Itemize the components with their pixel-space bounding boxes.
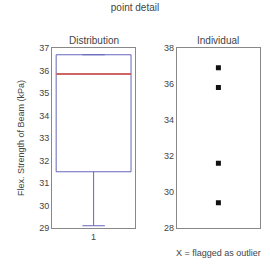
svg-text:X = flagged as outlier: X = flagged as outlier	[176, 248, 261, 258]
svg-text:35: 35	[39, 88, 49, 98]
svg-text:Individual: Individual	[197, 35, 239, 46]
svg-text:33: 33	[39, 133, 49, 143]
svg-text:34: 34	[39, 111, 49, 121]
svg-text:1: 1	[91, 232, 96, 242]
svg-text:30: 30	[164, 187, 174, 197]
svg-text:31: 31	[39, 178, 49, 188]
svg-text:28: 28	[164, 223, 174, 233]
svg-text:36: 36	[164, 79, 174, 89]
svg-text:37: 37	[39, 43, 49, 53]
svg-text:Flex. Strength of Beam (kPa): Flex. Strength of Beam (kPa)	[16, 80, 26, 196]
svg-text:32: 32	[164, 151, 174, 161]
svg-text:36: 36	[39, 66, 49, 76]
svg-text:32: 32	[39, 156, 49, 166]
svg-text:38: 38	[164, 43, 174, 53]
svg-text:29: 29	[39, 223, 49, 233]
svg-text:34: 34	[164, 115, 174, 125]
svg-text:Distribution: Distribution	[69, 35, 119, 46]
svg-text:point detail: point detail	[111, 2, 159, 13]
svg-text:30: 30	[39, 201, 49, 211]
